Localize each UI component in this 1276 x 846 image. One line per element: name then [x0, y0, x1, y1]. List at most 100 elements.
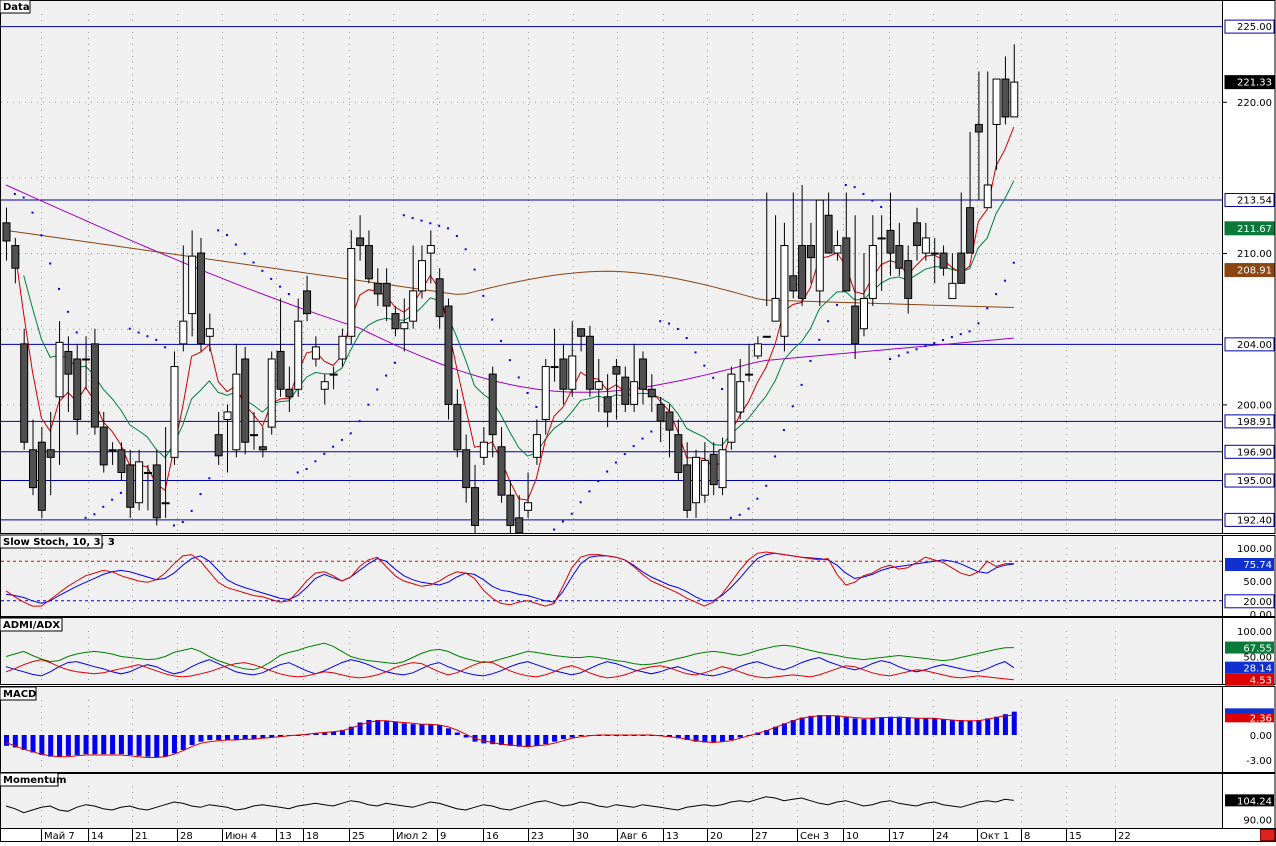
- sar-dot: [226, 234, 228, 237]
- sar-dot: [977, 322, 980, 325]
- macd-bar: [693, 735, 699, 742]
- macd-bar: [163, 735, 169, 757]
- candle-body: [241, 358, 250, 443]
- date-label: Июл 2: [396, 831, 428, 842]
- date-label: 23: [531, 831, 544, 842]
- price-label: 192.40: [1237, 515, 1272, 526]
- adx-label: 100.00: [1237, 627, 1272, 638]
- candle-body: [868, 245, 877, 299]
- sar-dot: [685, 337, 688, 340]
- macd-bar: [507, 735, 513, 746]
- macd-bar: [269, 735, 275, 738]
- macd-bar: [932, 718, 938, 735]
- price-label: 198.91: [1237, 417, 1272, 428]
- macd-bar: [1011, 711, 1017, 735]
- candle-body: [789, 275, 798, 292]
- candle-body: [974, 123, 983, 133]
- candle-body: [382, 282, 391, 307]
- candle-body: [435, 278, 444, 318]
- sar-dot: [738, 513, 741, 516]
- date-label: 13: [279, 831, 292, 842]
- momentum-panel[interactable]: [5, 796, 1014, 814]
- macd-bar: [967, 720, 973, 735]
- momentum-label: 104.24: [1237, 796, 1272, 807]
- sar-dot: [924, 345, 927, 348]
- macd-bar: [198, 735, 204, 742]
- macd-bar: [375, 720, 381, 735]
- sar-dot: [181, 520, 184, 523]
- stoch-panel-title: Slow Stoch, 10, 3, 3: [3, 537, 115, 548]
- right-price-axis: 225.00 221.33 220.00 213.54 211.67 210.00 208.…: [1222, 19, 1275, 826]
- candle-body: [250, 434, 259, 437]
- sar-dot: [782, 429, 785, 432]
- candle-body: [311, 346, 320, 360]
- sar-dot: [1003, 279, 1006, 282]
- sar-dot: [694, 351, 697, 354]
- sar-dot: [40, 234, 43, 237]
- sar-dot: [986, 307, 989, 310]
- candle-body: [73, 358, 82, 421]
- macd-bar: [799, 717, 805, 735]
- candle-body: [718, 449, 727, 489]
- candle-body: [647, 388, 656, 398]
- sar-dot: [632, 445, 635, 448]
- candle-body: [117, 449, 126, 473]
- macd-panel[interactable]: [4, 711, 1017, 758]
- macd-bar: [941, 719, 947, 735]
- sar-dot: [641, 437, 644, 440]
- candle-body: [824, 214, 833, 254]
- sar-dot: [553, 528, 556, 531]
- candle-body: [603, 396, 612, 413]
- macd-bar: [410, 724, 416, 735]
- stochastic-panel[interactable]: [1, 551, 1222, 607]
- adx-label: 50.00: [1243, 653, 1272, 664]
- momentum-line: [5, 796, 1014, 814]
- candle-body: [621, 376, 630, 405]
- candle-body: [232, 373, 241, 451]
- candle-body: [267, 358, 276, 428]
- sar-dot: [199, 493, 202, 496]
- sar-dot: [668, 322, 670, 325]
- candle-body: [258, 446, 267, 451]
- candle-body: [170, 366, 179, 458]
- sar-dot: [968, 330, 971, 333]
- ma-long-line: [5, 184, 1014, 393]
- candle-body: [108, 449, 117, 452]
- sar-dot: [84, 516, 87, 519]
- adx-panel[interactable]: [5, 642, 1015, 681]
- sar-dot: [49, 262, 52, 265]
- candle-body: [921, 237, 930, 254]
- macd-bar: [110, 735, 116, 755]
- candle-body: [930, 252, 939, 255]
- sar-dot: [411, 216, 414, 219]
- sar-dot: [146, 335, 149, 338]
- sar-dot: [190, 509, 193, 512]
- adx-label: 4.53: [1250, 676, 1272, 687]
- sar-dot: [570, 512, 573, 515]
- candle-body: [506, 494, 515, 526]
- price-panel[interactable]: [1, 26, 1222, 534]
- macd-bar: [454, 732, 460, 735]
- sar-dot: [119, 491, 122, 494]
- macd-bar: [534, 735, 540, 746]
- candle-body: [1010, 81, 1019, 118]
- candle-body: [577, 328, 586, 337]
- sar-dot: [296, 471, 299, 474]
- macd-bar: [392, 721, 398, 735]
- candle-body: [559, 358, 568, 390]
- candle-body: [479, 441, 488, 458]
- date-axis: Май 7 14 21 28 Июн 4 13 18 25 Июл 2 9 16 23 30 Авг 6 1…: [0, 828, 1276, 842]
- macd-bar: [914, 718, 920, 735]
- macd-bar: [949, 720, 955, 735]
- sar-dot: [75, 331, 78, 334]
- sar-dot: [835, 303, 838, 306]
- sar-dot: [889, 357, 891, 360]
- macd-bar: [711, 735, 717, 743]
- candle-body: [515, 517, 524, 534]
- sar-dot: [915, 348, 918, 351]
- macd-bar: [560, 735, 566, 740]
- macd-bar: [437, 725, 443, 735]
- candle-body: [179, 320, 188, 345]
- panel-frames: [0, 0, 1276, 829]
- candle-body: [966, 207, 975, 254]
